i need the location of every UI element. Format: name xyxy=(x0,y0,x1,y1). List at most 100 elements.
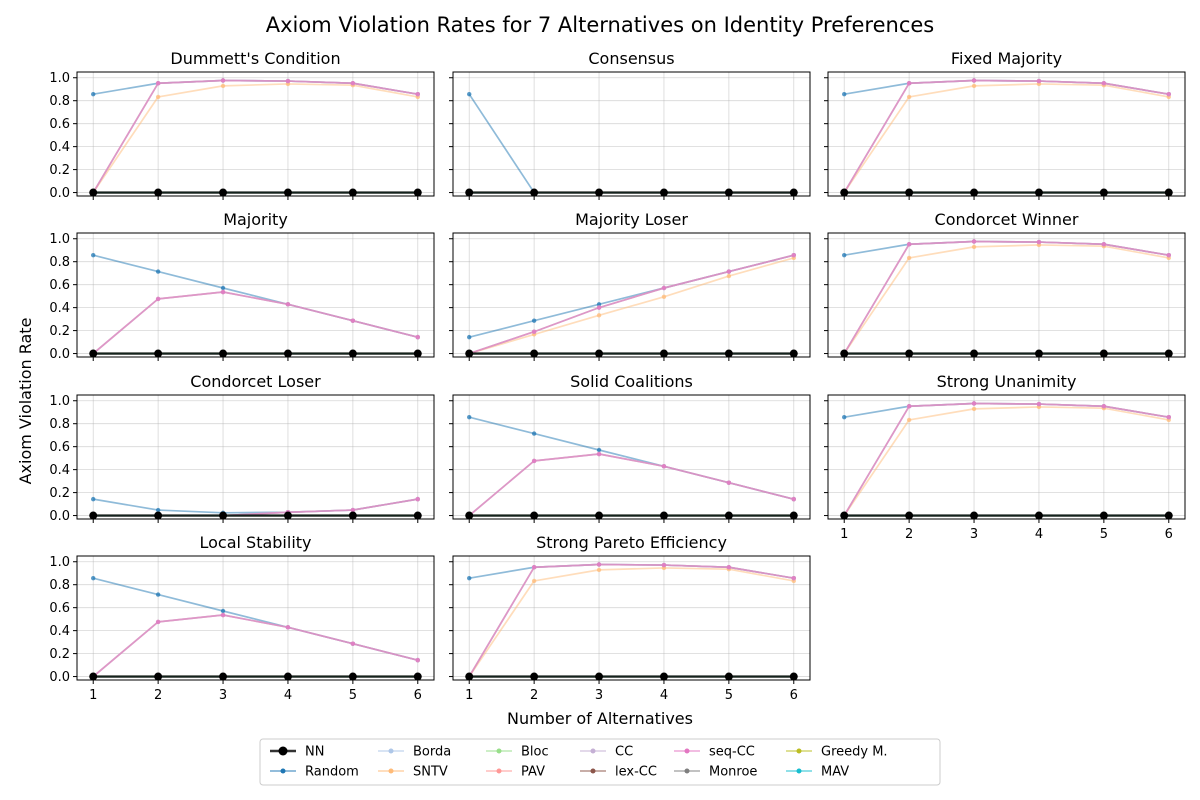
subplot-title: Dummett's Condition xyxy=(170,49,340,68)
data-point-random xyxy=(842,252,847,258)
data-point-nn xyxy=(1099,511,1108,520)
y-tick-label: 0.4 xyxy=(49,463,70,478)
series-line-seq-cc xyxy=(843,79,1169,193)
data-point-nn xyxy=(789,188,798,197)
data-point-nn xyxy=(413,349,422,358)
series-line-seq-cc xyxy=(843,240,1169,354)
series-nn xyxy=(465,188,798,197)
data-point-random xyxy=(155,592,161,597)
y-tick-label: 0.8 xyxy=(49,94,70,109)
subplot-grid: Dummett's Condition0.00.20.40.60.81.0Con… xyxy=(49,49,1186,703)
data-point-nn xyxy=(1034,511,1043,520)
data-point-seq-cc xyxy=(971,78,977,83)
legend-label: Borda xyxy=(413,745,451,760)
data-point-sntv xyxy=(906,255,912,261)
data-point-nn xyxy=(154,349,163,358)
y-tick-label: 0.0 xyxy=(49,186,70,201)
series-line-seq-cc xyxy=(92,614,418,678)
x-tick-label: 3 xyxy=(219,688,227,703)
x-tick-label: 4 xyxy=(1035,527,1043,542)
data-point-nn xyxy=(1099,188,1108,197)
series-line-sntv xyxy=(843,406,1169,517)
data-point-seq-cc xyxy=(791,575,796,581)
subplot-consensus: Consensus xyxy=(449,49,811,200)
legend-swatch-marker xyxy=(388,748,394,754)
y-tick-label: 0.0 xyxy=(49,670,70,685)
series-seq-cc xyxy=(842,239,1171,356)
data-point-nn xyxy=(905,188,914,197)
data-point-nn xyxy=(840,511,849,520)
series-nn xyxy=(89,511,422,520)
data-point-seq-cc xyxy=(1166,252,1171,258)
data-point-nn xyxy=(530,511,539,520)
y-tick-label: 0.0 xyxy=(49,509,70,524)
legend-entry-pav: PAV xyxy=(486,765,545,780)
data-point-nn xyxy=(905,349,914,358)
data-point-random xyxy=(467,91,472,97)
subplot-title: Consensus xyxy=(588,49,674,68)
legend-entry-monroe: Monroe xyxy=(674,765,757,780)
x-tick-label: 2 xyxy=(530,688,538,703)
data-point-nn xyxy=(724,188,733,197)
data-point-nn xyxy=(970,511,979,520)
data-point-nn xyxy=(413,672,422,681)
series-seq-cc xyxy=(842,401,1171,518)
data-point-nn xyxy=(659,188,668,197)
data-point-nn xyxy=(465,672,474,681)
series-line-sntv xyxy=(468,257,794,355)
data-point-seq-cc xyxy=(906,404,912,409)
series-nn xyxy=(89,672,422,681)
data-point-nn xyxy=(840,349,849,358)
data-point-nn xyxy=(595,672,604,681)
subplot-title: Condorcet Loser xyxy=(190,372,321,391)
data-point-nn xyxy=(1099,349,1108,358)
data-point-seq-cc xyxy=(1036,239,1042,245)
x-tick-label: 1 xyxy=(465,688,473,703)
data-point-nn xyxy=(283,188,292,197)
series-nn xyxy=(465,349,798,358)
subplot-solid-coalitions: Solid Coalitions xyxy=(449,372,811,523)
legend-label: lex-CC xyxy=(615,765,657,780)
subplot-local-stability: Local Stability 0.0 0.2 0.4 0.6 0.8 1.0 1 2 3 4 5 6 xyxy=(49,533,435,703)
data-point-random xyxy=(842,91,847,97)
axes-frame xyxy=(452,71,811,197)
data-point-nn xyxy=(595,511,604,520)
x-tick-label: 3 xyxy=(595,688,603,703)
data-point-seq-cc xyxy=(415,91,420,97)
y-tick-label: 0.2 xyxy=(49,647,70,662)
data-point-nn xyxy=(219,672,228,681)
axes-frame xyxy=(827,232,1186,358)
legend-swatch-marker xyxy=(496,748,502,754)
series-line-sntv xyxy=(843,83,1169,194)
x-tick-label: 6 xyxy=(414,688,422,703)
y-tick-label: 1.0 xyxy=(49,232,70,247)
data-point-seq-cc xyxy=(155,296,161,302)
x-tick-label: 4 xyxy=(284,688,292,703)
data-point-seq-cc xyxy=(531,458,537,464)
data-point-sntv xyxy=(726,273,732,279)
legend-entry-greedy-m: Greedy M. xyxy=(786,745,888,760)
legend-swatch-marker xyxy=(796,748,802,754)
data-point-sntv xyxy=(220,83,226,89)
data-point-sntv xyxy=(596,313,602,318)
x-tick-label: 5 xyxy=(725,688,733,703)
data-point-sntv xyxy=(971,83,977,89)
x-tick-label: 2 xyxy=(154,688,162,703)
x-tick-label: 1 xyxy=(89,688,97,703)
data-point-random xyxy=(91,575,96,581)
series-nn xyxy=(465,672,798,681)
legend-entry-nn: NN xyxy=(270,745,324,760)
x-axis-label: Number of Alternatives xyxy=(507,709,693,728)
data-point-nn xyxy=(283,349,292,358)
legend-label: seq-CC xyxy=(709,745,755,760)
legend-label: CC xyxy=(615,745,633,760)
data-point-nn xyxy=(465,511,474,520)
figure-title: Axiom Violation Rates for 7 Alternatives… xyxy=(266,13,934,37)
axes-frame xyxy=(76,232,435,358)
x-tick-label: 5 xyxy=(1100,527,1108,542)
subplot-title: Strong Unanimity xyxy=(937,372,1077,391)
data-point-sntv xyxy=(971,244,977,250)
data-point-seq-cc xyxy=(906,81,912,86)
data-point-seq-cc xyxy=(726,480,732,485)
